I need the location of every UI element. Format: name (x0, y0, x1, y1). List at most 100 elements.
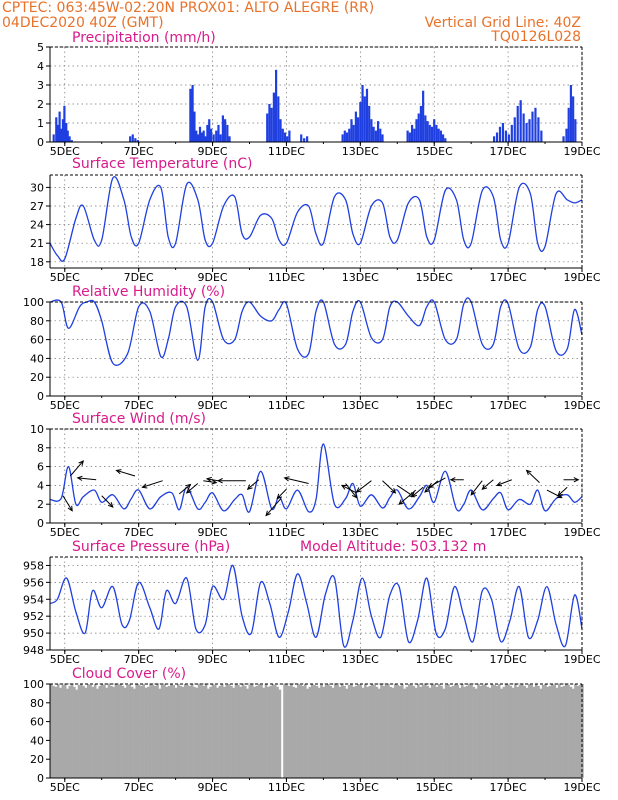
precipitation-bar (283, 132, 287, 142)
cloud-cover-bar (419, 686, 423, 778)
wind-x-tick-label: 15DEC (416, 526, 453, 539)
precipitation-y-tick-label: 5 (37, 41, 44, 54)
wind-vector-head (573, 477, 580, 483)
precipitation-bar (270, 107, 273, 142)
cloud-cover-bar (202, 685, 206, 778)
precipitation-bar (303, 138, 306, 142)
cloud-cover-bar (179, 685, 182, 778)
cloud-cover-bar (428, 687, 432, 778)
header-line-1: CPTEC: 063:45W-02:20N PROX01: ALTO ALEGR… (2, 0, 374, 16)
cloud-cover-bar (463, 686, 466, 778)
cloud-cover-bar (435, 686, 439, 778)
precipitation-bar (70, 140, 73, 142)
precipitation-bar (300, 134, 303, 142)
cloud-cover-bar (197, 684, 201, 778)
humidity-x-tick-label: 15DEC (416, 399, 453, 412)
cloud-cover-bar (421, 684, 425, 778)
cloud-cover-x-tick-label: 5DEC (50, 781, 80, 794)
cloud-cover-bar (89, 684, 92, 778)
wind-vector (101, 495, 114, 508)
cloud-cover-bar (96, 688, 99, 778)
precipitation-bar (279, 119, 282, 142)
precipitation-bar (413, 128, 416, 142)
cloud-cover-bar (514, 684, 517, 778)
cloud-cover-bar (382, 685, 386, 778)
wind-y-tick-label: 2 (37, 498, 44, 511)
precipitation-bar (219, 134, 222, 142)
cloud-cover-bar (391, 687, 395, 778)
cloud-cover-bar (176, 684, 180, 778)
wind-vector-head (185, 483, 192, 490)
humidity-x-tick-label: 5DEC (50, 399, 80, 412)
cloud-cover-x-tick-label: 17DEC (490, 781, 527, 794)
cloud-cover-bar (564, 684, 568, 778)
cloud-cover-bar (354, 685, 358, 778)
precipitation-bar (68, 136, 71, 142)
precipitation-bar (272, 92, 275, 142)
temperature-x-tick-label: 7DEC (124, 271, 154, 284)
wind-vector (411, 486, 424, 498)
precipitation-x-tick-label: 19DEC (563, 145, 600, 158)
temperature-y-tick-label: 30 (30, 181, 44, 194)
precipitation-y-tick-label: 4 (37, 60, 44, 73)
precipitation-bar (435, 124, 438, 142)
cloud-cover-bar (100, 684, 104, 778)
precipitation-bar (202, 130, 205, 142)
cloud-cover-bar (207, 688, 210, 778)
cloud-cover-bar (504, 684, 508, 778)
precipitation-panel: Precipitation (mm/h) 5DEC 7DEC 9DEC 11DEC 13… (37, 30, 601, 158)
cloud-cover-bar (320, 684, 323, 778)
cloud-cover-bar (407, 684, 411, 778)
wind-vector-head (205, 476, 212, 483)
humidity-y-tick-label: 40 (30, 352, 44, 365)
cloud-cover-bar (456, 684, 459, 778)
wind-vector (557, 486, 568, 497)
cloud-cover-bar (218, 685, 222, 778)
cloud-cover-bar (338, 686, 342, 778)
wind-vector (284, 477, 309, 485)
precipitation-bar (195, 130, 198, 142)
humidity-x-tick-label: 19DEC (563, 399, 600, 412)
precipitation-bar (419, 105, 423, 142)
cloud-cover-bar (56, 684, 60, 778)
cloud-cover-bar (451, 685, 455, 778)
precipitation-bar (221, 115, 224, 142)
wind-vector-head (265, 510, 271, 517)
cloud-cover-y-tick-label: 0 (37, 772, 44, 785)
precipitation-bar (540, 130, 543, 142)
cloud-cover-y-tick-label: 80 (30, 697, 44, 710)
precipitation-bar (197, 134, 200, 142)
cloud-cover-bar (250, 684, 254, 778)
wind-vector (247, 479, 260, 490)
wind-vector (341, 484, 357, 494)
cloud-cover-bar (73, 686, 76, 778)
precipitation-bar (359, 102, 362, 142)
precipitation-bar (209, 128, 213, 142)
cloud-cover-bar (61, 684, 65, 778)
cloud-cover-bar (430, 684, 434, 778)
cloud-cover-bar (507, 684, 510, 778)
humidity-series-line (49, 297, 583, 366)
pressure-x-tick-label: 15DEC (416, 653, 453, 666)
cloud-cover-bar (495, 685, 499, 778)
cloud-cover-bar (137, 684, 141, 778)
precipitation-bar (365, 88, 369, 142)
cloud-cover-bar (135, 684, 139, 778)
precipitation-y-tick-label: 2 (37, 98, 44, 111)
cloud-cover-bar (167, 685, 171, 778)
cloud-cover-bar (491, 684, 494, 778)
precipitation-bar (286, 136, 289, 142)
wind-x-tick-label: 19DEC (563, 526, 600, 539)
humidity-x-tick-label: 9DEC (198, 399, 228, 412)
wind-vector-head (115, 469, 122, 475)
cloud-cover-bar (447, 684, 450, 778)
temperature-title: Surface Temperature (nC) (72, 156, 253, 172)
cloud-cover-bar (539, 688, 543, 778)
cloud-cover-bar (216, 687, 219, 778)
precipitation-bar (528, 119, 531, 142)
wind-vector-head (141, 483, 148, 489)
cloud-cover-bar (525, 687, 529, 778)
wind-vector-head (67, 505, 73, 512)
cloud-cover-bar (484, 684, 487, 778)
cloud-cover-x-tick-label: 7DEC (124, 781, 154, 794)
